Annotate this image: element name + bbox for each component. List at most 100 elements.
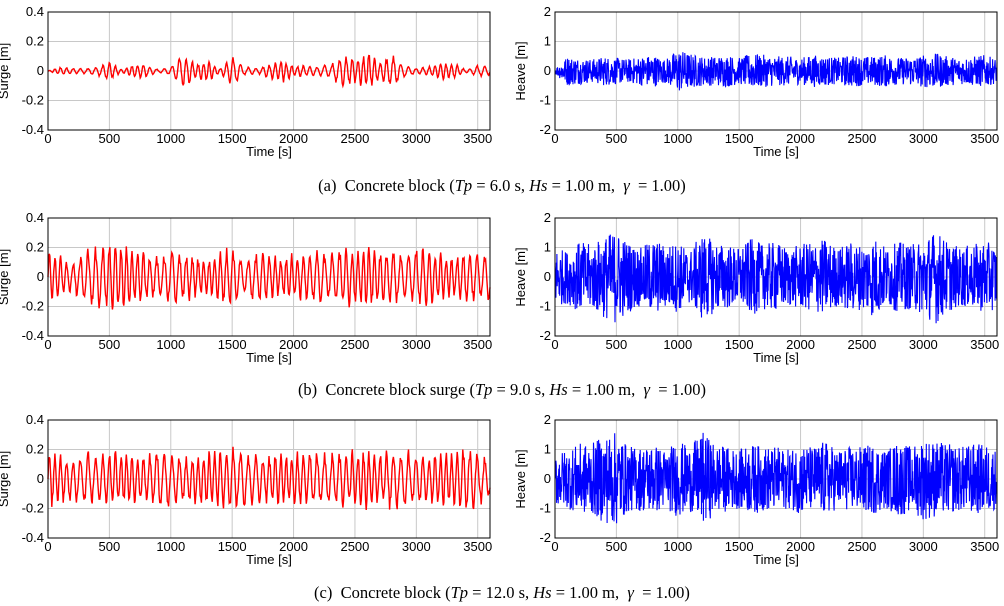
- chart-a-heave: 0 500 1000 1500 2000 2500 3000 3500 2 1 0 -1 -2 Time …: [513, 4, 999, 159]
- caption-a: (a) Concrete block (Tp = 6.0 s, Hs = 1.0…: [0, 176, 1004, 196]
- y-tick-label: 0: [544, 269, 551, 284]
- y-axis-label: Heave [m]: [513, 247, 528, 306]
- x-tick-label: 2000: [279, 131, 308, 146]
- caption-a-hs: Hs: [529, 176, 548, 195]
- y-axis-label: Surge [m]: [0, 249, 11, 305]
- axes-frame: [554, 419, 998, 539]
- caption-c-hs-val: = 1.00 m,: [551, 583, 628, 602]
- x-tick-label: 500: [606, 539, 628, 554]
- x-tick-label: 500: [606, 131, 628, 146]
- y-tick-label: 2: [544, 412, 551, 427]
- chart-b-surge: 0 500 1000 1500 2000 2500 3000 3500 0.4 0.2 0 -0.2 -…: [0, 210, 492, 365]
- caption-b-hs-val: = 1.00 m,: [567, 380, 644, 399]
- y-tick-label: -0.4: [22, 328, 44, 343]
- caption-a-prefix: (a) Concrete block (: [318, 176, 455, 195]
- caption-c-prefix: (c) Concrete block (: [314, 583, 451, 602]
- y-tick-label: -0.4: [22, 122, 44, 137]
- x-tick-label: 0: [551, 337, 558, 352]
- x-tick-label: 2500: [847, 131, 876, 146]
- x-tick-label: 1500: [218, 337, 247, 352]
- y-tick-label: -1: [539, 93, 551, 108]
- chart-c-heave: 0 500 1000 1500 2000 2500 3000 3500 2 1 0 -1 -2 Time …: [513, 412, 999, 567]
- chart-b-heave: 0 500 1000 1500 2000 2500 3000 3500 2 1 0 -1 -2 Time …: [513, 210, 999, 365]
- x-tick-label: 3000: [402, 131, 431, 146]
- x-tick-label: 2000: [786, 337, 815, 352]
- caption-a-tp-val: = 6.0 s,: [472, 176, 530, 195]
- x-tick-label: 3500: [970, 131, 999, 146]
- y-tick-label: 0: [37, 471, 44, 486]
- x-tick-label: 1000: [156, 539, 185, 554]
- axes-frame: [47, 419, 491, 539]
- x-tick-label: 1000: [663, 337, 692, 352]
- caption-b-hs: Hs: [549, 380, 568, 399]
- x-tick-label: 1500: [218, 131, 247, 146]
- x-tick-label: 1500: [725, 539, 754, 554]
- x-tick-label: 0: [44, 337, 51, 352]
- caption-b: (b) Concrete block surge (Tp = 9.0 s, Hs…: [0, 380, 1004, 400]
- axes-frame: [554, 217, 998, 337]
- x-axis-label: Time [s]: [246, 350, 292, 365]
- x-axis-label: Time [s]: [246, 144, 292, 159]
- y-tick-label: -1: [539, 299, 551, 314]
- y-tick-label: 1: [544, 442, 551, 457]
- caption-c-hs: Hs: [533, 583, 552, 602]
- data-trace: [47, 446, 491, 510]
- x-axis-label: Time [s]: [753, 350, 799, 365]
- caption-b-tp-val: = 9.0 s,: [492, 380, 550, 399]
- y-tick-label: 0: [37, 269, 44, 284]
- chart-c-surge: 0 500 1000 1500 2000 2500 3000 3500 0.4 0.2 0 -0.2 -…: [0, 412, 492, 567]
- caption-b-gamma: γ: [643, 380, 650, 399]
- y-axis-label: Heave [m]: [513, 449, 528, 508]
- x-tick-label: 3000: [909, 539, 938, 554]
- data-trace: [554, 52, 998, 91]
- x-tick-label: 1000: [156, 131, 185, 146]
- x-tick-label: 2500: [847, 539, 876, 554]
- y-tick-label: -1: [539, 501, 551, 516]
- y-tick-label: 1: [544, 240, 551, 255]
- y-tick-label: 0: [544, 471, 551, 486]
- y-tick-label: 0.4: [26, 412, 44, 427]
- x-tick-label: 2000: [279, 539, 308, 554]
- x-tick-label: 0: [551, 131, 558, 146]
- x-tick-label: 2500: [340, 337, 369, 352]
- caption-b-tp: Tp: [474, 380, 493, 399]
- y-tick-label: 0.2: [26, 240, 44, 255]
- y-tick-label: 1: [544, 34, 551, 49]
- caption-c: (c) Concrete block (Tp = 12.0 s, Hs = 1.…: [0, 583, 1004, 603]
- x-tick-label: 2000: [786, 131, 815, 146]
- y-tick-label: 0.4: [26, 210, 44, 225]
- caption-a-tp: Tp: [454, 176, 473, 195]
- x-tick-label: 3500: [463, 539, 492, 554]
- data-trace: [47, 54, 491, 89]
- x-tick-label: 3500: [463, 131, 492, 146]
- y-tick-label: -2: [539, 122, 551, 137]
- x-tick-label: 2000: [279, 337, 308, 352]
- y-axis-label: Surge [m]: [0, 451, 11, 507]
- y-tick-label: 2: [544, 4, 551, 19]
- x-axis-label: Time [s]: [753, 144, 799, 159]
- y-tick-label: 0.2: [26, 442, 44, 457]
- y-axis-label: Heave [m]: [513, 41, 528, 100]
- caption-a-gamma-val: = 1.00): [629, 176, 686, 195]
- x-tick-label: 500: [99, 131, 121, 146]
- y-tick-label: 0: [37, 63, 44, 78]
- x-tick-label: 500: [99, 539, 121, 554]
- y-tick-label: -0.2: [22, 501, 44, 516]
- caption-c-gamma: γ: [627, 583, 634, 602]
- y-tick-label: -2: [539, 530, 551, 545]
- x-tick-label: 3500: [970, 337, 999, 352]
- x-tick-label: 0: [44, 131, 51, 146]
- x-tick-label: 3000: [909, 337, 938, 352]
- y-tick-label: -0.2: [22, 299, 44, 314]
- axes-frame: [554, 11, 998, 131]
- x-tick-label: 3000: [909, 131, 938, 146]
- y-tick-label: -0.4: [22, 530, 44, 545]
- axes-frame: [47, 11, 491, 131]
- x-tick-label: 0: [551, 539, 558, 554]
- x-tick-label: 2500: [340, 131, 369, 146]
- caption-c-tp-val: = 12.0 s,: [468, 583, 534, 602]
- x-tick-label: 1500: [725, 337, 754, 352]
- x-tick-label: 1500: [218, 539, 247, 554]
- x-tick-label: 1000: [156, 337, 185, 352]
